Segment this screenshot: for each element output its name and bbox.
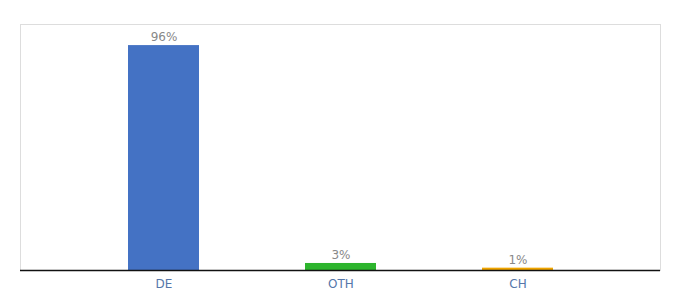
svg-text:3%: 3% <box>331 248 350 262</box>
svg-text:96%: 96% <box>151 30 178 44</box>
svg-text:CH: CH <box>509 277 526 291</box>
svg-text:DE: DE <box>156 277 173 291</box>
svg-text:1%: 1% <box>508 253 527 267</box>
svg-text:OTH: OTH <box>328 277 354 291</box>
